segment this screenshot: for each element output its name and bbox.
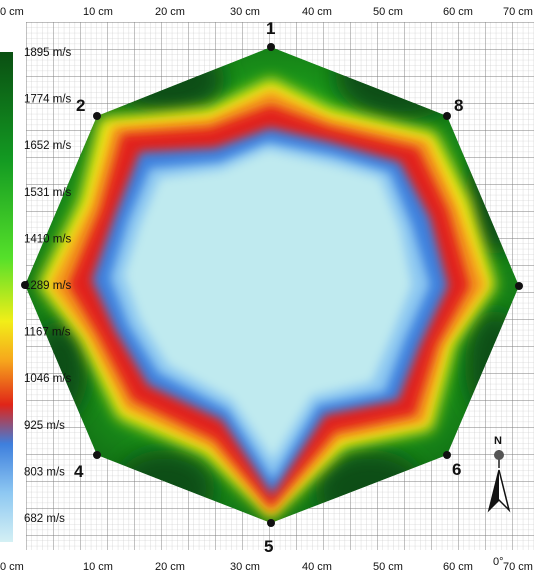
top-axis-tick: 30 cm (230, 6, 260, 18)
velocity-scale-labels: 1895 m/s 1774 m/s 1652 m/s 1531 m/s 1410 m/s… (24, 47, 72, 525)
sensors: 1 2 4 5 6 8 (21, 19, 523, 556)
bottom-axis-tick: 70 cm (503, 561, 533, 573)
sensor-point (443, 451, 451, 459)
bottom-axis-ticks: 0 cm 10 cm 20 cm 30 cm 40 cm 50 cm 60 cm 70 cm (0, 561, 533, 573)
velocity-scale-label: 803 m/s (24, 466, 65, 478)
north-label: N (494, 435, 502, 447)
sensor-point (267, 519, 275, 527)
sensor-label: 1 (266, 19, 275, 38)
sensor-point (267, 43, 275, 51)
velocity-scale-label: 682 m/s (24, 513, 65, 525)
velocity-scale-label: 1774 m/s (24, 94, 72, 106)
sensor-label: 2 (76, 96, 85, 115)
sensor-label: 6 (452, 460, 461, 479)
sensor-label: 8 (454, 96, 463, 115)
top-axis-tick: 10 cm (83, 6, 113, 18)
velocity-scale-label: 1046 m/s (24, 373, 72, 385)
top-axis-tick: 60 cm (443, 6, 473, 18)
top-axis-tick: 20 cm (155, 6, 185, 18)
velocity-scale-label: 1289 m/s (24, 280, 72, 292)
bottom-axis-tick: 60 cm (443, 561, 473, 573)
velocity-scale (0, 52, 13, 542)
velocity-scale-label: 925 m/s (24, 420, 65, 432)
bottom-axis-tick: 20 cm (155, 561, 185, 573)
sensor-point (93, 451, 101, 459)
sensor-point (21, 281, 29, 289)
north-arrow-icon: N (487, 435, 511, 513)
sensor-point (93, 112, 101, 120)
bottom-axis-tick: 40 cm (302, 561, 332, 573)
velocity-scale-bar (0, 52, 13, 542)
bottom-axis-tick: 50 cm (373, 561, 403, 573)
sensor-label: 5 (264, 537, 273, 556)
top-axis-tick: 50 cm (373, 6, 403, 18)
velocity-scale-label: 1410 m/s (24, 233, 72, 245)
velocity-scale-label: 1652 m/s (24, 140, 72, 152)
sensor-label: 4 (74, 462, 84, 481)
bottom-axis-tick: 0 cm (0, 561, 24, 573)
sensor-point (515, 282, 523, 290)
sensor-point (443, 112, 451, 120)
top-axis-tick: 70 cm (503, 6, 533, 18)
velocity-scale-label: 1531 m/s (24, 187, 72, 199)
top-axis-tick: 0 cm (0, 6, 24, 18)
bottom-axis-tick: 30 cm (230, 561, 260, 573)
velocity-scale-label: 1895 m/s (24, 47, 72, 59)
top-axis-tick: 40 cm (302, 6, 332, 18)
compass-angle-label: 0° (493, 556, 504, 568)
bottom-axis-tick: 10 cm (83, 561, 113, 573)
velocity-tomogram (25, 47, 519, 523)
velocity-scale-label: 1167 m/s (24, 327, 71, 339)
top-axis-ticks: 0 cm 10 cm 20 cm 30 cm 40 cm 50 cm 60 cm 70 cm (0, 6, 533, 18)
